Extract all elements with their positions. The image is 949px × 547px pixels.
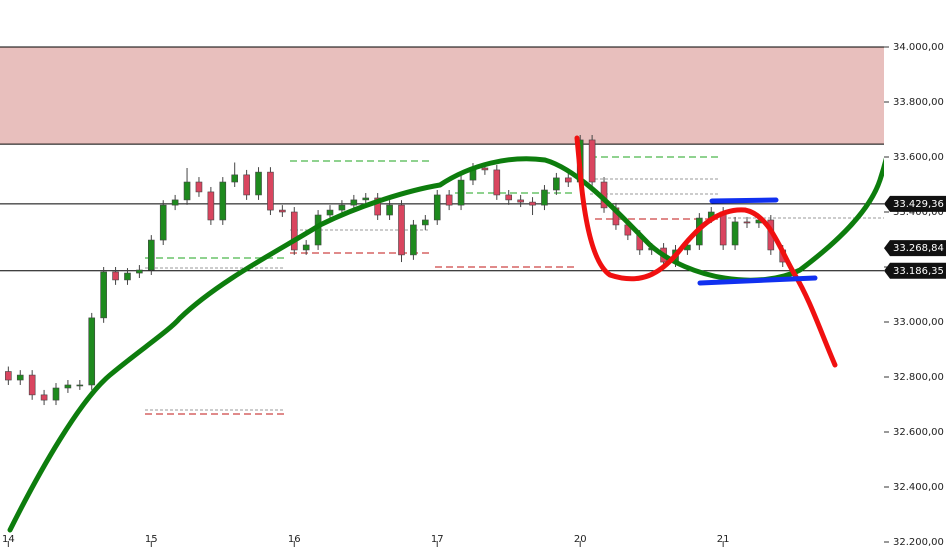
y-axis: 34.000,00 33.800,00 33.600,00 33.400,00 33.2… [884, 0, 949, 547]
candle-body [743, 221, 751, 224]
price-label-box [884, 262, 946, 279]
y-tick-label: 33.600,00 [893, 152, 944, 163]
red-curve [574, 135, 838, 368]
candle-body [719, 211, 727, 246]
candle-body [493, 169, 501, 196]
candle-body [148, 239, 155, 271]
candle-body [243, 174, 250, 196]
candle-body [505, 194, 513, 201]
price-label: 33.429,36 [893, 199, 944, 210]
price-label: 33.268,84 [893, 243, 944, 254]
y-tick-label: 33.000,00 [893, 317, 944, 328]
candle-body [422, 219, 429, 226]
candle-body [338, 204, 346, 211]
y-tick-label: 34.000,00 [893, 42, 944, 53]
candle-body [40, 394, 48, 401]
x-tick-label: 16 [288, 534, 301, 545]
candle-body [136, 269, 143, 274]
candle-body [731, 221, 739, 246]
candle-body [64, 384, 72, 389]
y-tick-label: 32.800,00 [893, 372, 944, 383]
x-tick-label: 21 [717, 534, 730, 545]
blue-line [709, 197, 779, 204]
candle-body [553, 177, 560, 191]
candle-body [16, 374, 24, 381]
candle-body [5, 371, 12, 381]
candle-body [159, 204, 167, 241]
price-label: 33.186,35 [893, 266, 944, 277]
candle-body [219, 181, 227, 221]
candle-body [588, 139, 596, 183]
candle-body [112, 271, 119, 281]
drawings [7, 0, 915, 533]
candle-body [183, 181, 191, 201]
candle-body [302, 244, 310, 251]
candle-body [290, 211, 298, 251]
y-tick-label: 32.600,00 [893, 427, 944, 438]
candle-body [457, 179, 465, 206]
candle-body [279, 209, 286, 213]
green-curve [7, 0, 915, 533]
candle-body [207, 191, 215, 221]
plot: 14 15 16 17 20 21 [0, 46, 884, 547]
candle-body [76, 384, 84, 387]
candle-body [255, 171, 262, 196]
y-tick-label: 32.400,00 [893, 482, 944, 493]
candle-body [481, 167, 489, 171]
y-tick-label: 33.800,00 [893, 97, 944, 108]
candle-body [52, 387, 60, 401]
x-tick-label: 17 [431, 534, 444, 545]
candle-body [410, 224, 417, 256]
y-tick-label: 33.400,00 [893, 207, 944, 218]
candle-body [374, 197, 381, 216]
price-label-box [884, 195, 946, 212]
price-label-box [884, 240, 946, 257]
candle-body [231, 174, 239, 183]
candle-body [529, 201, 536, 206]
x-tick-label: 14 [2, 534, 15, 545]
resistance-zone [0, 46, 884, 145]
x-tick-label: 15 [145, 534, 158, 545]
candle-body [386, 204, 393, 216]
candle-body [124, 272, 131, 281]
y-tick-label: 32.200,00 [893, 537, 944, 547]
candle-body [362, 197, 370, 201]
candle-body [398, 204, 405, 256]
candle-body [195, 181, 203, 193]
candle-body [267, 171, 274, 211]
candle-body [350, 199, 358, 206]
candle-body [171, 199, 179, 206]
candle-body [541, 189, 548, 206]
candle-body [445, 194, 453, 206]
candle-body [28, 374, 36, 396]
x-tick-label: 20 [574, 534, 587, 545]
candle-body [100, 271, 107, 319]
candle-body [517, 199, 524, 203]
candle-body [433, 194, 441, 221]
blue-line [697, 275, 818, 286]
candle-body [88, 317, 96, 386]
candle-body [326, 209, 334, 216]
candle-body [564, 177, 572, 183]
